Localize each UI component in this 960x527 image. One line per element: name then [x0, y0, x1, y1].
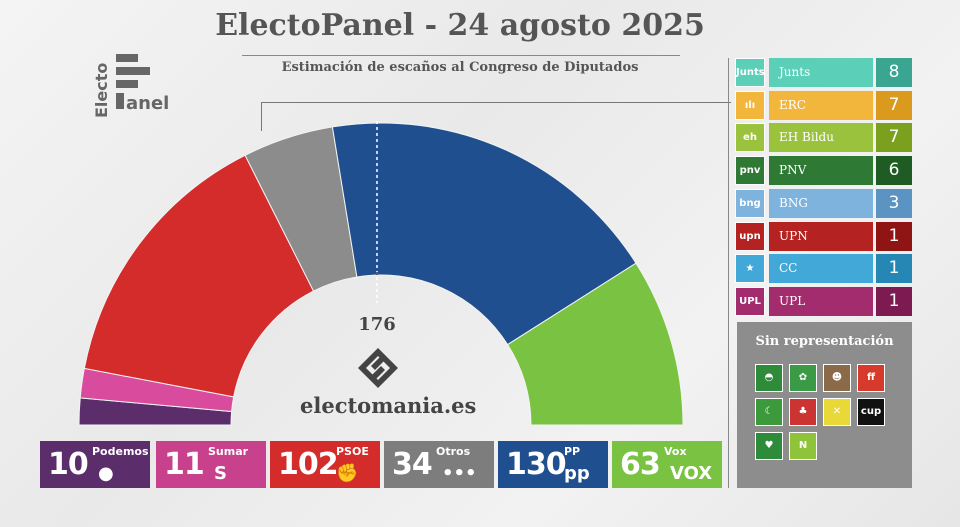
party-logo-icon: ♣ — [789, 398, 817, 426]
party-logo-icon: cup — [857, 398, 885, 426]
party-logo-icon: ☾ — [755, 398, 783, 426]
tile-party-name: Sumar — [208, 445, 249, 458]
sin-representacion-box: Sin representación ◓ ✿ ☻ ff ☾ ♣ ✕ cup ♥ N — [737, 322, 912, 488]
party-name: UPN — [769, 221, 873, 251]
party-seats: 8 — [876, 58, 912, 87]
logo-bars-icon — [116, 54, 152, 112]
party-row-erc: ılı ERC 7 — [735, 90, 912, 120]
connector-line-vertical — [261, 103, 262, 131]
tile-party-logo-icon: ● — [98, 463, 114, 484]
party-logo-icon: ılı — [735, 90, 765, 120]
page-title: ElectoPanel - 24 agosto 2025 — [215, 8, 705, 43]
electomania-icon — [358, 348, 398, 388]
electopanel-logo: Electo anel — [92, 50, 182, 120]
tile-seats: 11 — [164, 447, 205, 482]
tile-seats: 102 — [278, 447, 339, 482]
party-name: EH Bildu — [769, 123, 873, 153]
tile-seats: 63 — [620, 447, 661, 482]
majority-label: 176 — [358, 314, 396, 335]
sin-representacion-title: Sin representación — [755, 334, 894, 349]
party-logo-icon: ★ — [735, 254, 765, 284]
party-logo-icon: ff — [857, 364, 885, 392]
hemicycle-slice-vox — [506, 262, 684, 426]
party-logo-icon: eh — [735, 123, 765, 153]
party-logo-icon: Junts — [735, 58, 765, 87]
party-logo-icon: N — [789, 432, 817, 460]
title-divider — [242, 55, 680, 56]
party-name: Junts — [769, 58, 873, 87]
party-logo-icon: pnv — [735, 156, 765, 186]
party-logo-icon: ✿ — [789, 364, 817, 392]
party-tile-sumar: 11 Sumar S — [156, 441, 266, 488]
party-logo-icon: upn — [735, 221, 765, 251]
tile-party-name: Vox — [664, 445, 687, 458]
tile-party-name: Podemos — [92, 445, 149, 458]
tile-party-logo-icon: S — [214, 463, 227, 484]
party-logo-icon: ✕ — [823, 398, 851, 426]
party-logo-icon: UPL — [735, 286, 765, 316]
party-row-eh-bildu: eh EH Bildu 7 — [735, 123, 912, 153]
party-tile-psoe: 102 PSOE ✊ — [270, 441, 380, 488]
logo-word: anel — [126, 93, 170, 114]
party-logo-icon: ☻ — [823, 364, 851, 392]
party-name: PNV — [769, 156, 873, 186]
party-name: CC — [769, 254, 873, 284]
tile-party-name: PSOE — [336, 445, 369, 458]
hemicycle-slice-pp — [331, 122, 637, 346]
tile-party-logo-icon: ••• — [442, 463, 477, 484]
party-row-junts: Junts Junts 8 — [735, 58, 912, 87]
party-name: ERC — [769, 90, 873, 120]
connector-line — [261, 102, 731, 103]
party-row-pnv: pnv PNV 6 — [735, 156, 912, 186]
page-subtitle: Estimación de escaños al Congreso de Dip… — [281, 60, 639, 75]
party-seats: 1 — [876, 286, 912, 316]
party-seats: 6 — [876, 156, 912, 186]
party-seats: 7 — [876, 123, 912, 153]
party-logo-icon: bng — [735, 188, 765, 218]
party-tile-pp: 130 PP pp — [498, 441, 608, 488]
tile-party-logo-icon: ✊ — [336, 463, 359, 484]
party-seats: 1 — [876, 254, 912, 284]
party-logo-icon: ♥ — [755, 432, 783, 460]
party-tile-vox: 63 Vox VOX — [612, 441, 722, 488]
party-logo-icon: ◓ — [755, 364, 783, 392]
party-row-upn: upn UPN 1 — [735, 221, 912, 251]
tile-seats: 130 — [506, 447, 567, 482]
party-seats: 3 — [876, 188, 912, 218]
tile-party-logo-icon: VOX — [670, 463, 713, 484]
tile-seats: 10 — [48, 447, 89, 482]
tile-seats: 34 — [392, 447, 433, 482]
party-name: BNG — [769, 188, 873, 218]
panel-divider — [728, 58, 729, 488]
party-row-cc: ★ CC 1 — [735, 254, 912, 284]
party-row-upl: UPL UPL 1 — [735, 286, 912, 316]
party-row-bng: bng BNG 3 — [735, 188, 912, 218]
tile-party-logo-icon: pp — [564, 463, 590, 484]
tile-party-name: Otros — [436, 445, 471, 458]
hemicycle-slice-psoe — [83, 154, 315, 398]
party-seats: 7 — [876, 90, 912, 120]
party-tile-otros: 34 Otros ••• — [384, 441, 494, 488]
party-tile-podemos: 10 Podemos ● — [40, 441, 150, 488]
party-seats: 1 — [876, 221, 912, 251]
electomania-label: electomania.es — [300, 393, 477, 418]
party-name: UPL — [769, 286, 873, 316]
tile-party-name: PP — [564, 445, 581, 458]
